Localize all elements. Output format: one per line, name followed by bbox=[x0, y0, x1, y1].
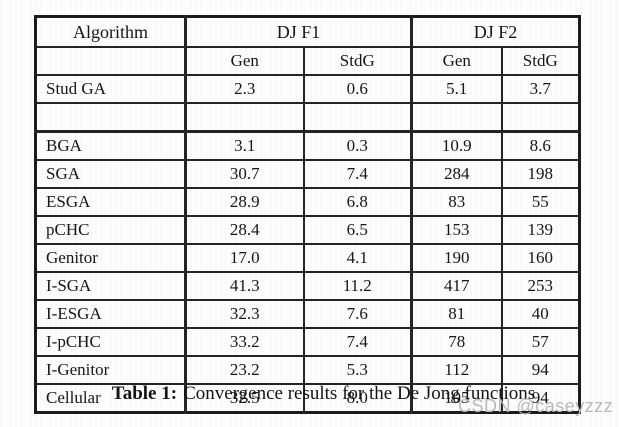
table-row: Genitor 17.0 4.1 190 160 bbox=[34, 243, 581, 273]
value-cell: 41.3 bbox=[184, 271, 305, 301]
value-cell: 4.1 bbox=[302, 243, 413, 273]
caption-text: Convergence results for the De Jong func… bbox=[183, 383, 536, 404]
f2-gen-header: Gen bbox=[410, 46, 503, 76]
csdn-watermark: CSDN @caseyzzz bbox=[458, 396, 614, 416]
value-cell: 3.7 bbox=[500, 74, 581, 104]
value-cell: 78 bbox=[410, 327, 503, 357]
value-cell: 33.2 bbox=[184, 327, 305, 357]
value-cell: 7.4 bbox=[302, 327, 413, 357]
value-cell: 6.8 bbox=[302, 187, 413, 217]
value-cell: 28.9 bbox=[184, 187, 305, 217]
table-row: pCHC 28.4 6.5 153 139 bbox=[34, 215, 581, 245]
table-row: ESGA 28.9 6.8 83 55 bbox=[34, 187, 581, 217]
value-cell: 57 bbox=[500, 327, 581, 357]
value-cell: 83 bbox=[410, 187, 503, 217]
algorithm-cell: BGA bbox=[34, 130, 187, 161]
subheader-empty-cell bbox=[34, 46, 187, 76]
dj-f2-group-header: DJ F2 bbox=[410, 15, 581, 48]
value-cell: 417 bbox=[410, 271, 503, 301]
table-row: I-ESGA 32.3 7.6 81 40 bbox=[34, 299, 581, 329]
value-cell: 6.5 bbox=[302, 215, 413, 245]
algorithm-cell: ESGA bbox=[34, 187, 187, 217]
value-cell: 8.6 bbox=[500, 130, 581, 161]
value-cell bbox=[302, 102, 413, 133]
value-cell: 32.5 bbox=[184, 383, 305, 414]
dj-f1-group-header: DJ F1 bbox=[183, 15, 413, 48]
f1-gen-header: Gen bbox=[184, 46, 305, 76]
table-row: I-Genitor 23.2 5.3 112 94 bbox=[34, 355, 581, 385]
value-cell: 253 bbox=[500, 271, 581, 301]
value-cell bbox=[500, 102, 581, 133]
caption-label: Table 1: bbox=[111, 383, 178, 404]
value-cell: 28.4 bbox=[184, 215, 305, 245]
value-cell: 40 bbox=[500, 299, 581, 329]
value-cell: 198 bbox=[500, 159, 581, 189]
table-row-empty bbox=[34, 102, 581, 133]
value-cell: 94 bbox=[500, 355, 581, 385]
value-cell: 190 bbox=[410, 243, 503, 273]
table-caption: Table 1: Convergence results for the De J… bbox=[0, 383, 619, 405]
sub-header-row: Gen StdG Gen StdG bbox=[34, 46, 581, 76]
algorithm-cell: I-Genitor bbox=[34, 355, 187, 385]
algorithm-column-header: Algorithm bbox=[34, 15, 187, 48]
f2-stdg-header: StdG bbox=[500, 46, 581, 76]
value-cell: 7.4 bbox=[302, 159, 413, 189]
value-cell: 17.0 bbox=[184, 243, 305, 273]
results-table-container: Algorithm DJ F1 DJ F2 Gen StdG Gen StdG … bbox=[34, 15, 582, 414]
value-cell: 5.3 bbox=[302, 355, 413, 385]
value-cell: 139 bbox=[500, 215, 581, 245]
value-cell: 11.2 bbox=[302, 271, 413, 301]
value-cell: 105 bbox=[410, 383, 503, 414]
value-cell: 153 bbox=[410, 215, 503, 245]
value-cell: 5.1 bbox=[410, 74, 503, 104]
value-cell bbox=[184, 102, 305, 133]
value-cell: 8.0 bbox=[302, 383, 413, 414]
algorithm-cell: I-ESGA bbox=[34, 299, 187, 329]
algorithm-cell: SGA bbox=[34, 159, 187, 189]
group-header-row: Algorithm DJ F1 DJ F2 bbox=[34, 15, 581, 48]
algorithm-cell: Stud GA bbox=[34, 74, 187, 104]
value-cell: 7.6 bbox=[302, 299, 413, 329]
f1-stdg-header: StdG bbox=[302, 46, 413, 76]
value-cell: 94 bbox=[500, 383, 581, 414]
results-table: Algorithm DJ F1 DJ F2 Gen StdG Gen StdG … bbox=[34, 15, 582, 414]
value-cell: 112 bbox=[410, 355, 503, 385]
algorithm-cell bbox=[34, 102, 187, 133]
value-cell: 81 bbox=[410, 299, 503, 329]
value-cell: 160 bbox=[500, 243, 581, 273]
value-cell: 10.9 bbox=[410, 130, 503, 161]
value-cell: 2.3 bbox=[184, 74, 305, 104]
algorithm-cell: I-SGA bbox=[34, 271, 187, 301]
table-row: I-pCHC 33.2 7.4 78 57 bbox=[34, 327, 581, 357]
table-row: SGA 30.7 7.4 284 198 bbox=[34, 159, 581, 189]
table-row: I-SGA 41.3 11.2 417 253 bbox=[34, 271, 581, 301]
algorithm-cell: Genitor bbox=[34, 243, 187, 273]
value-cell: 30.7 bbox=[184, 159, 305, 189]
value-cell: 3.1 bbox=[184, 130, 305, 161]
value-cell: 32.3 bbox=[184, 299, 305, 329]
algorithm-cell: pCHC bbox=[34, 215, 187, 245]
value-cell: 0.6 bbox=[302, 74, 413, 104]
table-row: Stud GA 2.3 0.6 5.1 3.7 bbox=[34, 74, 581, 104]
value-cell bbox=[410, 102, 503, 133]
algorithm-cell: I-pCHC bbox=[34, 327, 187, 357]
value-cell: 284 bbox=[410, 159, 503, 189]
table-row: Cellular 32.5 8.0 105 94 bbox=[34, 383, 581, 414]
value-cell: 0.3 bbox=[302, 130, 413, 161]
table-row: BGA 3.1 0.3 10.9 8.6 bbox=[34, 130, 581, 161]
value-cell: 55 bbox=[500, 187, 581, 217]
algorithm-cell: Cellular bbox=[34, 383, 187, 414]
value-cell: 23.2 bbox=[184, 355, 305, 385]
